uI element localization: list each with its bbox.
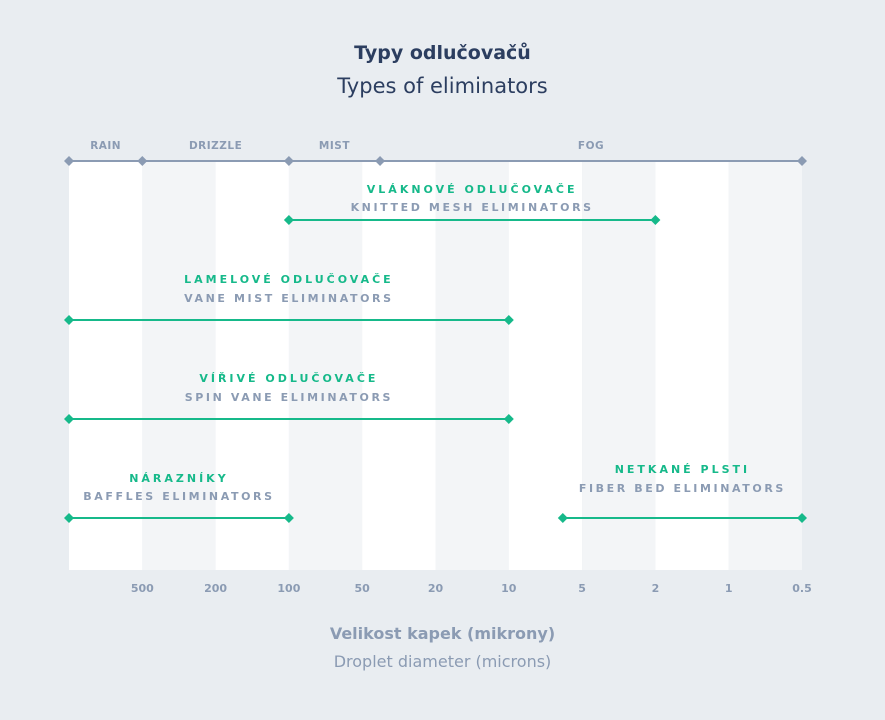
plot-band [728, 160, 802, 570]
range-label-cz: NÁRAZNÍKY [129, 472, 228, 485]
x-tick-label: 200 [204, 582, 227, 595]
chart-title: Typy odlučovačů [354, 42, 531, 64]
range-end-marker [650, 215, 661, 225]
x-tick-label: 1 [725, 582, 733, 595]
x-tick-label: 20 [428, 582, 444, 595]
category-boundary-marker [137, 156, 148, 166]
category-boundary-marker [64, 156, 74, 166]
range-label-en: FIBER BED ELIMINATORS [579, 482, 786, 495]
eliminator-ranges: VLÁKNOVÉ ODLUČOVAČE KNITTED MESH ELIMINAT… [64, 183, 807, 523]
category-label: RAIN [90, 140, 121, 152]
range-start-marker [64, 414, 74, 424]
range-end-marker [797, 513, 807, 523]
range-start-marker [283, 215, 294, 225]
category-label: DRIZZLE [189, 140, 242, 152]
x-tick-label: 50 [355, 582, 371, 595]
eliminator-range: LAMELOVÉ ODLUČOVAČE VANE MIST ELIMINATORS [64, 273, 514, 325]
plot-band [508, 160, 583, 570]
droplet-category-axis: RAIN DRIZZLE MIST FOG [64, 140, 807, 166]
range-label-cz: VLÁKNOVÉ ODLUČOVAČE [367, 183, 578, 196]
x-axis-ticks: 500 200 100 50 20 10 5 2 1 0.5 [131, 582, 812, 595]
range-label-en: BAFFLES ELIMINATORS [83, 490, 274, 503]
range-end-marker [503, 414, 514, 424]
category-label: MIST [319, 140, 350, 152]
range-start-marker [557, 513, 568, 523]
category-boundary-marker [797, 156, 807, 166]
chart-subtitle: Types of eliminators [337, 74, 548, 98]
plot-band [142, 160, 216, 570]
eliminator-range: NETKANÉ PLSTI FIBER BED ELIMINATORS [557, 463, 807, 523]
range-label-en: KNITTED MESH ELIMINATORS [351, 201, 594, 214]
range-label-cz: LAMELOVÉ ODLUČOVAČE [184, 273, 394, 286]
plot-band [655, 160, 729, 570]
range-start-marker [64, 315, 74, 325]
range-label-cz: VÍŘIVÉ ODLUČOVAČE [199, 372, 378, 385]
plot-bands [69, 160, 802, 570]
x-tick-label: 500 [131, 582, 154, 595]
eliminator-range: VÍŘIVÉ ODLUČOVAČE SPIN VANE ELIMINATORS [64, 372, 514, 424]
x-tick-label: 100 [277, 582, 300, 595]
x-tick-label: 10 [501, 582, 517, 595]
x-axis-label: Velikost kapek (mikrony) [329, 624, 556, 643]
x-axis-label-en: Droplet diameter (microns) [333, 652, 552, 671]
category-boundary-marker [283, 156, 294, 166]
range-start-marker [64, 513, 74, 523]
plot-band [362, 160, 436, 570]
category-label: FOG [578, 140, 604, 152]
eliminator-range: VLÁKNOVÉ ODLUČOVAČE KNITTED MESH ELIMINAT… [283, 183, 661, 225]
category-boundary-marker [375, 156, 386, 166]
range-end-marker [283, 513, 294, 523]
plot-band [582, 160, 656, 570]
x-tick-label: 2 [652, 582, 660, 595]
plot-band [215, 160, 289, 570]
range-label-cz: NETKANÉ PLSTI [615, 463, 750, 476]
plot-band [69, 160, 143, 570]
eliminator-range: NÁRAZNÍKY BAFFLES ELIMINATORS [64, 472, 294, 523]
range-end-marker [503, 315, 514, 325]
x-tick-label: 0.5 [792, 582, 812, 595]
plot-band [435, 160, 509, 570]
range-label-en: SPIN VANE ELIMINATORS [185, 391, 393, 404]
plot-band [288, 160, 363, 570]
range-label-en: VANE MIST ELIMINATORS [184, 292, 394, 305]
x-tick-label: 5 [578, 582, 586, 595]
